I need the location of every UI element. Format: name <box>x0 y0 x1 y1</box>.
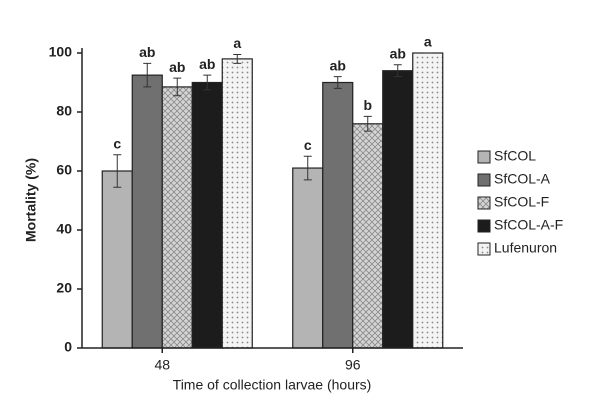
legend-swatch <box>477 173 491 187</box>
y-axis-title: Mortality (%) <box>23 158 39 242</box>
legend-label: SfCOL-A-F <box>494 217 563 233</box>
significance-label: ab <box>390 46 406 62</box>
legend-label: SfCOL-A <box>494 171 551 187</box>
x-tick-label: 48 <box>154 357 170 373</box>
legend-label: Lufenuron <box>494 240 557 256</box>
bar <box>161 86 193 349</box>
y-tick-label: 40 <box>56 221 72 237</box>
bar <box>221 58 253 349</box>
legend-swatch <box>477 219 491 233</box>
y-tick-label: 0 <box>64 339 72 355</box>
legend-swatch <box>477 150 491 164</box>
legend-swatch <box>477 196 491 210</box>
significance-label: a <box>424 34 432 50</box>
y-tick-label: 60 <box>56 162 72 178</box>
error-bar <box>143 62 152 88</box>
legend-label: SfCOL-F <box>494 194 549 210</box>
error-bar <box>303 155 312 181</box>
significance-label: a <box>233 35 241 51</box>
error-bar <box>393 64 402 78</box>
x-axis-title: Time of collection larvae (hours) <box>173 377 372 393</box>
y-tick-label: 100 <box>49 44 73 60</box>
bar <box>191 81 223 349</box>
error-bar <box>363 115 372 132</box>
error-bar <box>173 77 182 97</box>
error-bar <box>233 53 242 64</box>
significance-label: ab <box>330 57 346 73</box>
bar <box>101 170 133 349</box>
y-tick-label: 80 <box>56 103 72 119</box>
legend-label: SfCOL <box>494 148 536 164</box>
bar <box>412 52 444 349</box>
x-tick-label: 96 <box>345 357 361 373</box>
bar <box>352 123 384 349</box>
bar <box>131 74 163 349</box>
legend-swatch <box>477 242 491 256</box>
significance-label: c <box>113 135 121 151</box>
significance-label: ab <box>139 44 155 60</box>
bar <box>322 81 354 349</box>
error-bar <box>113 154 122 188</box>
significance-label: c <box>304 137 312 153</box>
bar <box>292 167 324 349</box>
significance-label: b <box>363 97 372 113</box>
error-bar <box>333 76 342 89</box>
bar <box>382 70 414 349</box>
y-tick-label: 20 <box>56 280 72 296</box>
significance-label: ab <box>199 56 215 72</box>
significance-label: ab <box>169 59 185 75</box>
error-bar <box>203 74 212 91</box>
